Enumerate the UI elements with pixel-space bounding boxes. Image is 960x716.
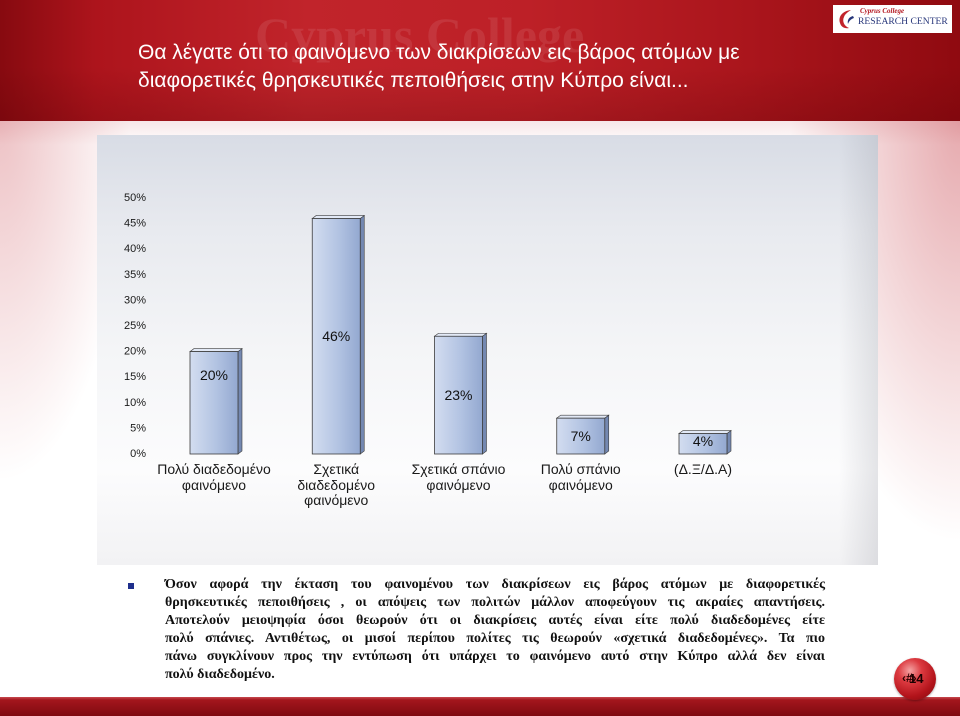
bar-front-face [311, 218, 361, 455]
bar-front-face [678, 433, 728, 455]
commentary-line: Αποτελούν μειοψηφία όσοι θεωρούν ότι οι … [165, 613, 825, 628]
page-number-badge: ‹#› 14 [894, 658, 936, 700]
slide-title: Θα λέγατε ότι το φαινόμενο των διακρίσεω… [138, 41, 740, 92]
x-category-label: (Δ.Ξ/Δ.Α) [673, 461, 733, 477]
bar-side-face [726, 429, 732, 455]
bar-side-face [237, 348, 243, 455]
commentary-line: πολύ διαδεδομένο. [165, 667, 275, 682]
x-category-label: Πολύ σπάνιο φαινόμενο [540, 461, 621, 493]
page-number-placeholder: ‹#› [902, 671, 917, 685]
bar-side-face [604, 414, 610, 455]
y-tick-label: 50% [124, 192, 146, 204]
y-tick-label: 5% [130, 422, 146, 434]
cyprus-college-swoosh-icon [839, 10, 854, 29]
bar-top-face [555, 414, 610, 419]
bar-top-face [433, 332, 488, 337]
x-category-label: Σχετικά διαδεδομένο φαινόμενο [297, 461, 376, 508]
y-tick-label: 45% [124, 218, 146, 230]
square-bullet-icon [128, 583, 134, 589]
data-label: 46% [322, 328, 350, 344]
commentary-line: πάνω συγκλίνουν προς την εντύπωση ότι υπ… [165, 649, 825, 664]
footer-strip [0, 697, 960, 716]
commentary-line: Όσον αφορά την έκταση του φαινομένου των… [165, 577, 825, 592]
logo-org-name: Cyprus College [860, 7, 905, 15]
x-category-label: Σχετικά σπάνιο φαινόμενο [411, 461, 506, 493]
logo-center-name: RESEARCH CENTER [858, 16, 948, 27]
data-label: 23% [444, 387, 472, 403]
research-center-logo: Cyprus College RESEARCH CENTER [833, 5, 952, 33]
x-category-label: Πολύ διαδεδομένο φαινόμενο [157, 461, 271, 493]
commentary-line: πολύ σπάνιες. Αντιθέτως, οι μισοί περίπο… [165, 631, 825, 646]
data-label: 20% [200, 367, 228, 383]
y-tick-label: 30% [124, 294, 146, 306]
banner-watermark: Cyprus College [255, 7, 585, 63]
bar [678, 429, 732, 455]
bar-front-face [189, 351, 239, 455]
y-tick-label: 15% [124, 371, 146, 383]
bar-front-face [434, 335, 483, 455]
y-tick-label: 40% [124, 243, 146, 255]
y-tick-label: 10% [124, 397, 146, 409]
bar [311, 214, 366, 455]
chart-svg: 0% 5% 10% 15% 20% 25% 30% 35% 40% 45% 50% 20% 46% 23%… [124, 192, 732, 460]
page-number: 14 [909, 671, 924, 686]
bar-side-face [482, 332, 487, 455]
bar-top-face [189, 348, 243, 352]
y-tick-label: 25% [124, 320, 146, 332]
bar-side-face [359, 214, 365, 455]
data-label: 4% [693, 433, 713, 449]
commentary-text: Όσον αφορά την έκταση του φαινομένου των… [165, 576, 825, 684]
bar [189, 348, 243, 455]
y-tick-label: 35% [124, 269, 146, 281]
bar [433, 332, 488, 455]
bar-front-face [556, 417, 606, 455]
bar-top-face [311, 215, 366, 219]
chart-panel: 0% 5% 10% 15% 20% 25% 30% 35% 40% 45% 50% 20% 46% 23%… [97, 135, 878, 565]
data-label: 7% [571, 428, 591, 444]
bar [555, 414, 610, 455]
y-tick-label: 20% [124, 346, 146, 358]
y-tick-label: 0% [130, 448, 146, 460]
title-banner: Cyprus College Θα λέγατε ότι το φαινόμεν… [0, 0, 960, 121]
commentary-line: θρησκευτικές πεποιθήσεις , οι απόψεις τω… [165, 595, 825, 610]
